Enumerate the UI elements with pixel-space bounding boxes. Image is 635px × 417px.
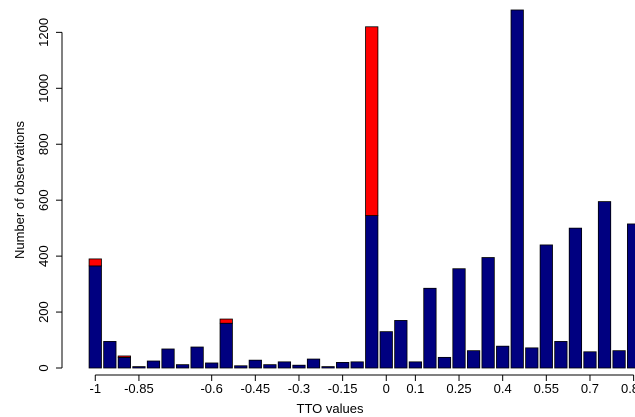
bar-blue-4 — [146, 360, 161, 369]
bar-blue-13 — [277, 361, 292, 369]
bar-blue-2 — [117, 356, 131, 369]
bar-blue-19 — [365, 215, 379, 369]
x-tick-label-12: 0.85 — [621, 381, 635, 396]
bar-blue-30 — [525, 347, 539, 369]
y-tick-label-2: 400 — [36, 245, 51, 267]
x-tick-label-9: 0.4 — [494, 381, 512, 396]
bar-blue-37 — [627, 223, 635, 369]
y-axis-title: Number of observations — [12, 120, 27, 259]
bar-blue-0 — [88, 265, 102, 369]
x-tick-label-2: -0.6 — [200, 381, 222, 396]
bar-blue-18 — [350, 361, 364, 369]
bar-blue-34 — [583, 351, 597, 369]
bar-blue-31 — [539, 244, 553, 369]
x-tick-label-6: 0 — [383, 381, 390, 396]
x-tick-label-3: -0.45 — [241, 381, 271, 396]
bar-blue-25 — [452, 268, 466, 369]
x-axis-title: TTO values — [297, 401, 364, 416]
x-tick-label-8: 0.25 — [446, 381, 471, 396]
bar-blue-9 — [219, 322, 233, 369]
bar-blue-1 — [103, 341, 117, 369]
x-tick-label-11: 0.7 — [581, 381, 599, 396]
y-tick-label-5: 1000 — [36, 74, 51, 103]
bar-blue-36 — [612, 350, 626, 369]
bar-blue-12 — [263, 364, 277, 369]
x-tick-label-10: 0.55 — [534, 381, 559, 396]
bar-blue-33 — [568, 227, 583, 369]
y-tick-label-0: 0 — [36, 364, 51, 371]
x-tick-label-4: -0.3 — [288, 381, 310, 396]
bar-blue-21 — [394, 320, 408, 369]
y-tick-label-1: 200 — [36, 301, 51, 323]
bars-group — [88, 9, 635, 369]
bar-blue-23 — [423, 287, 437, 369]
bar-red-2 — [117, 355, 131, 358]
bar-red-9 — [219, 318, 233, 324]
bar-blue-24 — [437, 356, 452, 369]
bar-blue-8 — [205, 362, 219, 369]
x-tick-label-7: 0.1 — [406, 381, 424, 396]
bar-blue-16 — [321, 366, 335, 369]
y-tick-label-6: 1200 — [36, 18, 51, 47]
bar-blue-15 — [306, 358, 321, 369]
bar-blue-5 — [161, 348, 175, 369]
x-axis: -1 -0.85 -0.6 -0.45 -0.3 -0.15 0 0.1 0.25 0.4 0.55… — [89, 374, 635, 396]
x-tick-label-1: -0.85 — [124, 381, 154, 396]
bar-red-19 — [365, 26, 379, 216]
x-tick-label-5: -0.15 — [328, 381, 358, 396]
y-axis: 0 200 400 600 800 1000 1200 — [36, 18, 63, 372]
y-tick-label-4: 800 — [36, 133, 51, 155]
bar-red-0 — [88, 258, 102, 267]
bar-blue-32 — [554, 341, 568, 369]
bar-blue-17 — [336, 362, 350, 369]
bar-blue-35 — [597, 201, 612, 369]
bar-blue-26 — [466, 350, 481, 369]
bar-blue-20 — [379, 331, 393, 369]
bar-blue-28 — [496, 345, 510, 369]
bar-blue-22 — [408, 361, 422, 369]
bar-blue-6 — [175, 364, 190, 369]
x-tick-label-0: -1 — [89, 381, 101, 396]
bar-blue-11 — [248, 359, 262, 369]
bar-blue-14 — [292, 364, 306, 369]
y-tick-label-3: 600 — [36, 189, 51, 211]
bar-blue-10 — [234, 365, 248, 369]
bar-blue-27 — [481, 257, 495, 369]
bar-blue-3 — [132, 366, 146, 369]
bar-blue-7 — [190, 346, 204, 369]
bar-blue-29 — [510, 9, 524, 369]
